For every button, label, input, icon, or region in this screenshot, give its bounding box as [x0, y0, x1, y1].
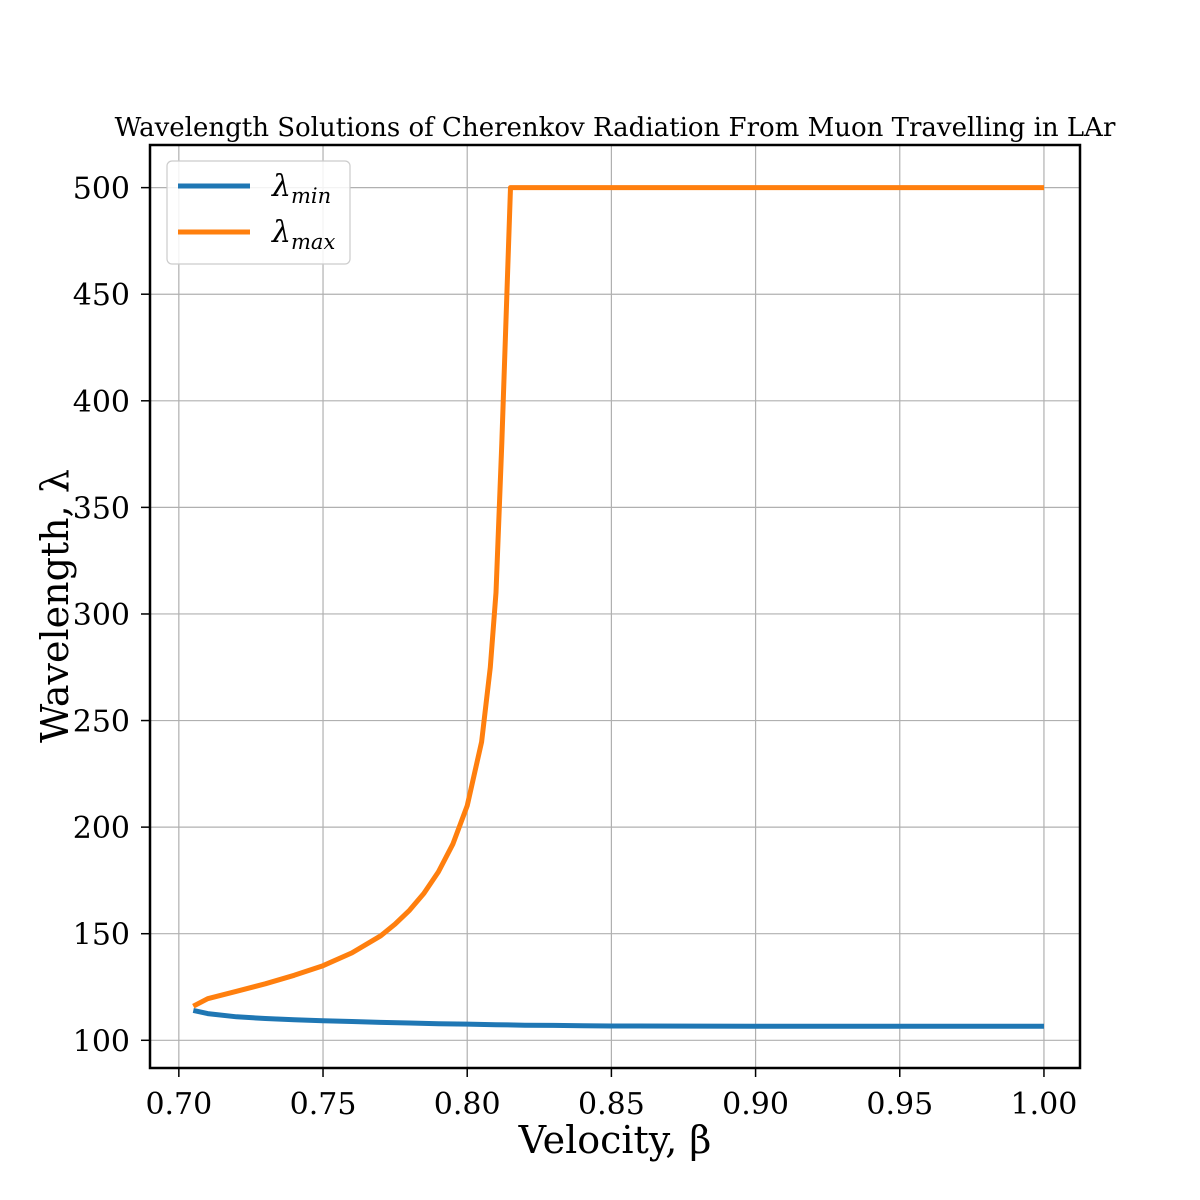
legend-label-lambda-max-subscript: max [291, 230, 335, 254]
y-tick-label: 200 [73, 811, 130, 846]
series-line-max [192, 185, 1044, 1009]
chart-title: Wavelength Solutions of Cherenkov Radiat… [115, 113, 1116, 143]
x-axis-label: Velocity, β [518, 1118, 712, 1162]
x-tick-label: 0.85 [578, 1087, 645, 1122]
axis-ticks: 0.70 0.75 0.80 0.85 0.90 0.95 1.00 100 150 200 250… [73, 172, 1078, 1122]
y-tick-label: 150 [73, 918, 130, 953]
x-tick-label: 0.90 [722, 1087, 789, 1122]
y-tick-label: 350 [73, 491, 130, 526]
x-tick-label: 1.00 [1011, 1087, 1078, 1122]
series-line-min [192, 1007, 1044, 1029]
y-tick-label: 250 [73, 705, 130, 740]
plot-frame [148, 143, 1082, 1070]
x-tick-label: 0.95 [866, 1087, 933, 1122]
grid [150, 145, 1080, 1068]
y-tick-label: 100 [73, 1024, 130, 1059]
x-tick-label: 0.75 [290, 1087, 357, 1122]
legend-label-lambda-min: λmin [271, 169, 331, 208]
y-tick-label: 450 [73, 278, 130, 313]
legend-label-lambda-min-subscript: min [291, 184, 331, 208]
y-tick-label: 500 [73, 172, 130, 207]
x-tick-label: 0.70 [145, 1087, 212, 1122]
y-tick-label: 400 [73, 385, 130, 420]
legend-label-lambda-max-symbol: λ [271, 215, 291, 250]
x-tick-label: 0.80 [434, 1087, 501, 1122]
legend-label-lambda-max: λmax [271, 215, 335, 254]
y-axis-label: Wavelength, λ [33, 469, 77, 743]
legend: λmin λmax [166, 160, 351, 265]
y-tick-label: 300 [73, 598, 130, 633]
series-layer [192, 185, 1044, 1029]
legend-label-lambda-min-symbol: λ [271, 169, 291, 204]
